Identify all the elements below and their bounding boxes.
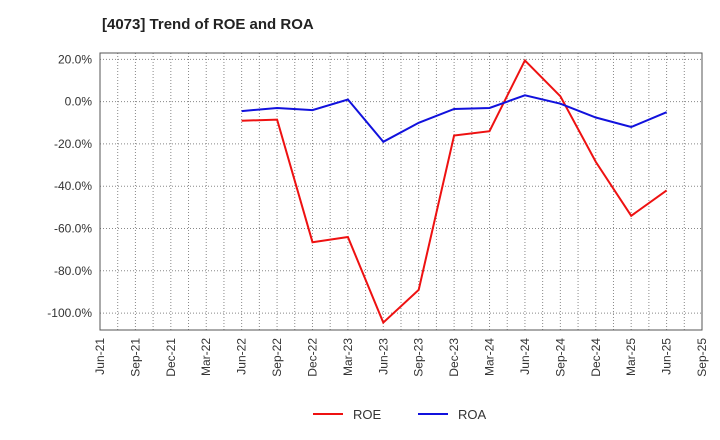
x-tick-label: Mar-23 (341, 338, 355, 376)
series-line-roe (241, 58, 668, 325)
x-tick-label: Sep-22 (270, 338, 284, 377)
x-tick-label: Jun-25 (660, 338, 674, 375)
x-tick-label: Sep-25 (695, 338, 709, 377)
x-tick-label: Sep-24 (553, 338, 567, 377)
series-line-roa (241, 94, 667, 144)
y-tick-label: 20.0% (58, 52, 92, 66)
x-tick-label: Sep-23 (412, 338, 426, 377)
chart-title: [4073] Trend of ROE and ROA (102, 16, 314, 33)
legend-label-roa: ROA (458, 407, 487, 422)
y-tick-label: -100.0% (47, 306, 92, 320)
y-tick-label: 0.0% (65, 95, 93, 109)
x-tick-label: Mar-25 (624, 338, 638, 376)
y-tick-label: -60.0% (54, 222, 92, 236)
plot-frame (99, 52, 703, 331)
x-tick-label: Jun-22 (235, 338, 249, 375)
legend-label-roe: ROE (353, 407, 382, 422)
x-tick-label: Mar-24 (483, 338, 497, 376)
x-tick-label: Dec-21 (164, 338, 178, 377)
x-tick-label: Jun-21 (93, 338, 107, 375)
x-tick-label: Dec-22 (305, 338, 319, 377)
x-tick-label: Dec-24 (589, 338, 603, 377)
x-tick-label: Dec-23 (447, 338, 461, 377)
y-tick-label: -40.0% (54, 179, 92, 193)
x-tick-label: Jun-24 (518, 338, 532, 375)
x-tick-label: Mar-22 (199, 338, 213, 376)
y-tick-label: -80.0% (54, 264, 92, 278)
x-tick-label: Jun-23 (376, 338, 390, 375)
y-tick-label: -20.0% (54, 137, 92, 151)
x-tick-label: Sep-21 (128, 338, 142, 377)
